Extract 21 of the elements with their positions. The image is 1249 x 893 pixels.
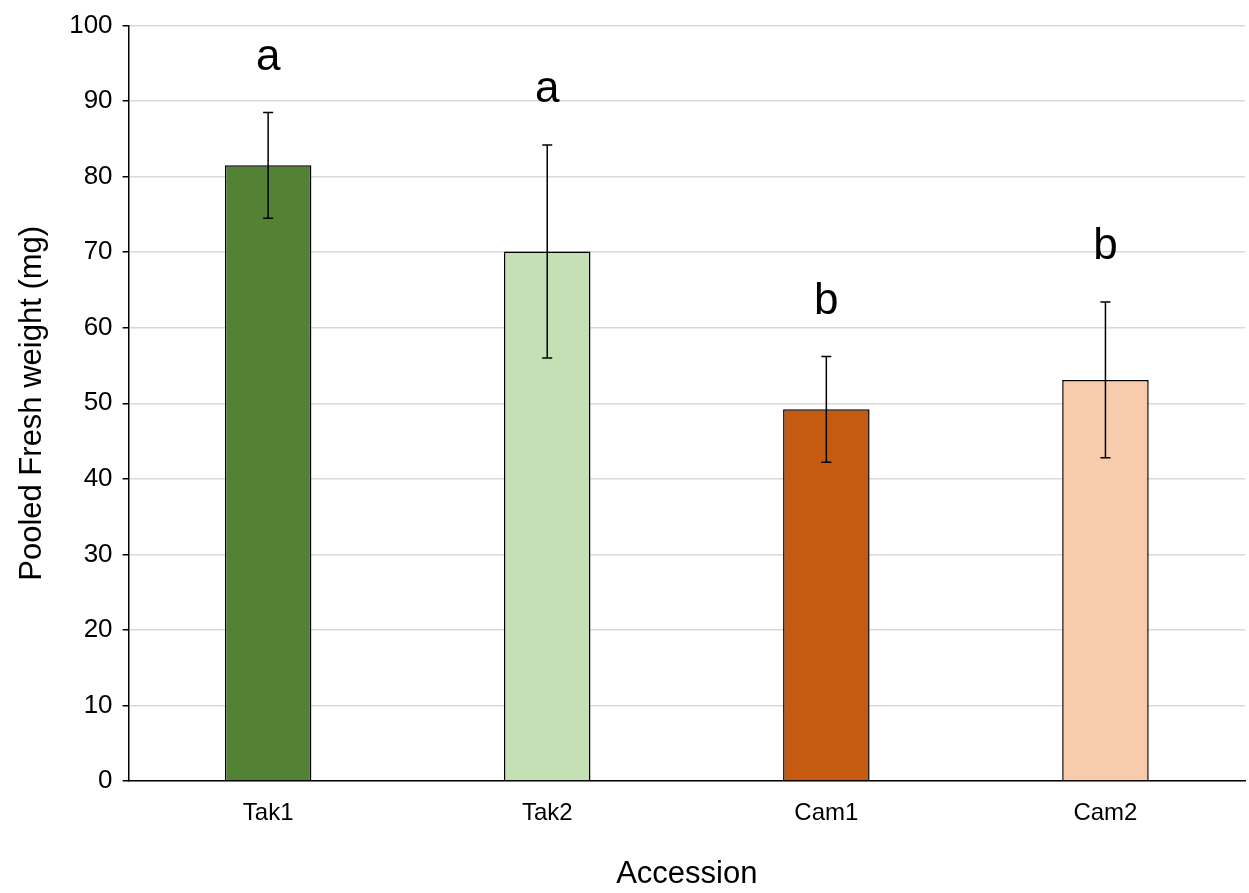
annotation: b <box>1093 219 1118 269</box>
y-tick-label: 70 <box>83 235 113 266</box>
y-tick-label: 40 <box>83 462 113 493</box>
y-tick-label: 10 <box>83 688 113 719</box>
x-axis-title: Accession <box>616 854 758 890</box>
y-tick-label: 60 <box>83 310 113 341</box>
y-tick-label: 20 <box>83 613 113 644</box>
y-axis-title: Pooled Fresh weight (mg) <box>13 225 49 581</box>
y-tick-label: 90 <box>83 84 113 115</box>
annotation: a <box>535 62 560 112</box>
y-tick-label: 100 <box>69 8 113 39</box>
y-tick-label: 30 <box>83 537 113 568</box>
x-tick-label: Tak1 <box>242 798 294 826</box>
annotation: b <box>814 273 839 323</box>
annotation: a <box>255 29 281 79</box>
x-tick-label: Tak2 <box>521 798 573 826</box>
x-tick-label: Cam1 <box>794 798 859 826</box>
y-tick-label: 0 <box>98 764 113 795</box>
y-tick-label: 50 <box>83 386 113 417</box>
x-tick-label: Cam2 <box>1073 798 1138 826</box>
y-tick-label: 80 <box>83 159 113 190</box>
